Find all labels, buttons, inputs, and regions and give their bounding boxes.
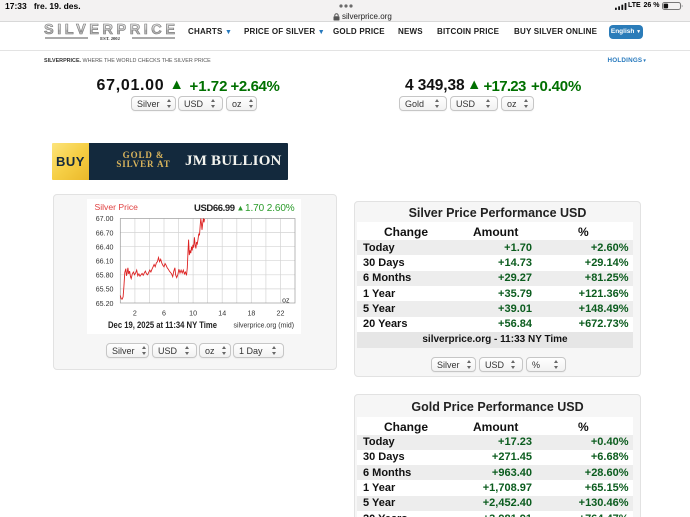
svg-text:EST. 2002: EST. 2002 xyxy=(100,36,121,41)
svg-text:6: 6 xyxy=(162,310,166,318)
svg-text:66.40: 66.40 xyxy=(96,243,114,251)
svg-text:66.70: 66.70 xyxy=(96,229,114,237)
svg-text:18: 18 xyxy=(247,310,255,318)
svg-text:silverprice.org (mid): silverprice.org (mid) xyxy=(234,321,295,330)
svg-text:22: 22 xyxy=(277,310,285,318)
svg-text:10: 10 xyxy=(189,310,197,318)
svg-text:Silver Price: Silver Price xyxy=(95,202,139,212)
svg-text:1.70 2.60%: 1.70 2.60% xyxy=(245,203,295,214)
svg-text:67.00: 67.00 xyxy=(96,215,114,223)
svg-text:65.80: 65.80 xyxy=(96,272,114,280)
svg-text:66.10: 66.10 xyxy=(96,258,114,266)
svg-text:2: 2 xyxy=(133,310,137,318)
svg-text:14: 14 xyxy=(218,310,226,318)
svg-text:oz: oz xyxy=(282,297,290,304)
svg-text:▲: ▲ xyxy=(237,204,245,213)
svg-text:65.20: 65.20 xyxy=(96,300,114,308)
svg-text:Dec 19, 2025 at 11:34 NY Time: Dec 19, 2025 at 11:34 NY Time xyxy=(108,320,217,330)
svg-text:65.50: 65.50 xyxy=(96,286,114,294)
svg-text:USD66.99: USD66.99 xyxy=(194,203,235,214)
